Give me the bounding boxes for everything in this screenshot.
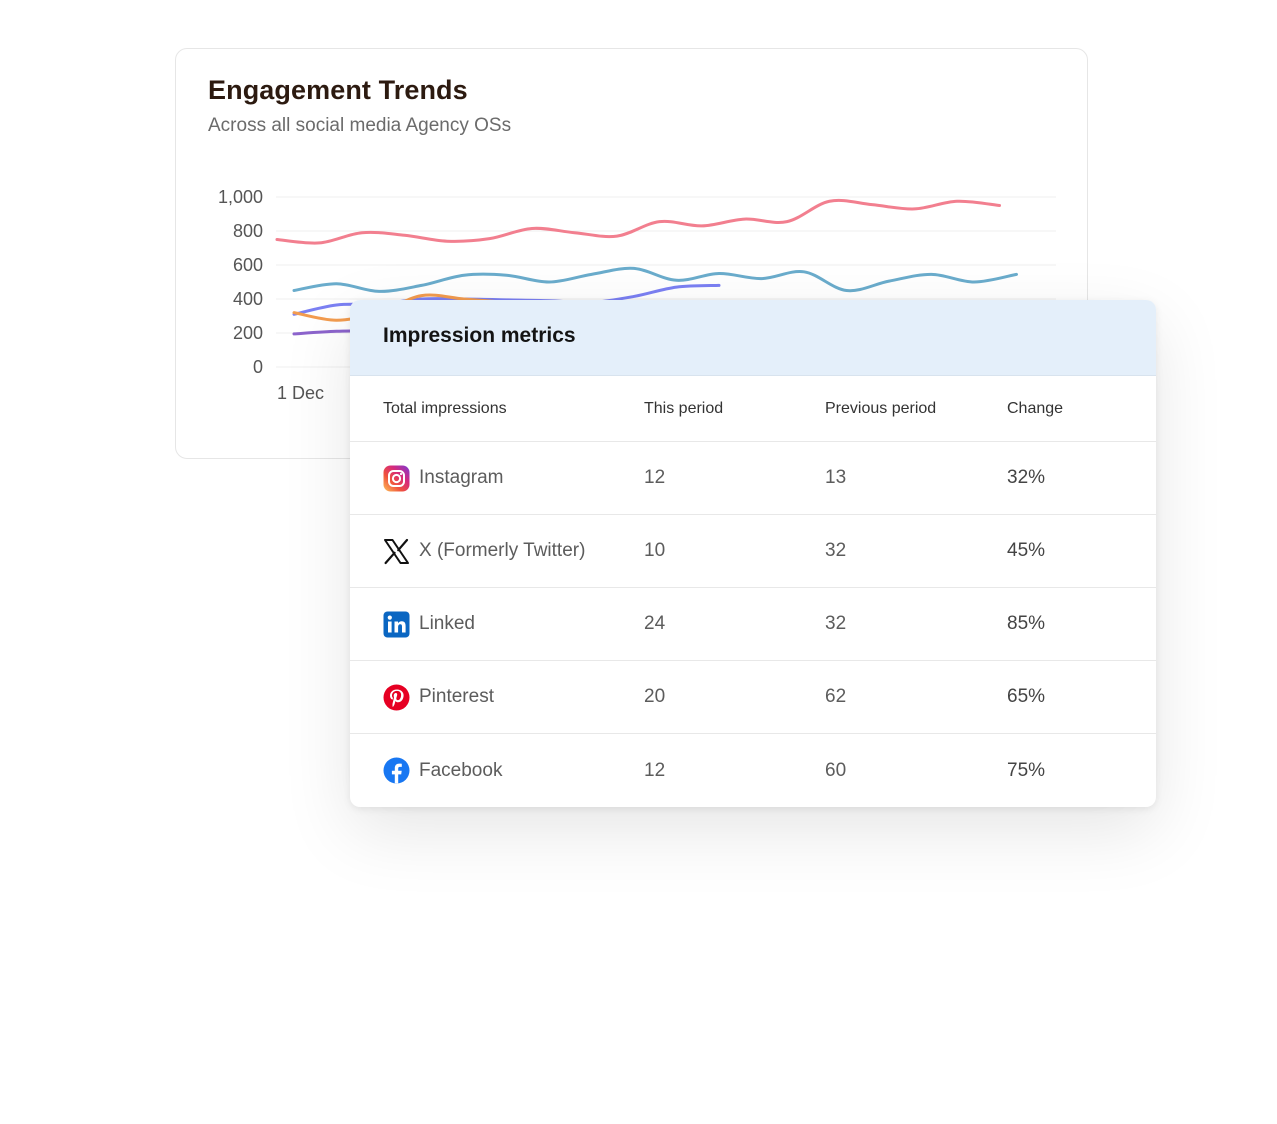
column-header-row: Total impressions This period Previous p…	[350, 376, 1156, 442]
y-tick-label: 800	[233, 221, 263, 241]
platform-cell: Linked	[383, 588, 475, 660]
this-period-value: 12	[644, 759, 666, 781]
platform-name: X (Formerly Twitter)	[419, 540, 586, 561]
platform-cell: Facebook	[383, 734, 502, 807]
platform-cell: Instagram	[383, 442, 503, 514]
previous-period-value: 32	[825, 540, 847, 561]
chart-title: Engagement Trends	[208, 75, 468, 105]
this-period-value: 12	[644, 467, 666, 488]
platform-name: Pinterest	[419, 686, 494, 707]
platform-name: Instagram	[419, 467, 504, 488]
y-tick-label: 400	[233, 289, 263, 309]
change-value: 65%	[1007, 686, 1046, 707]
table-title: Impression metrics	[383, 324, 576, 347]
column-header-total-impressions: Total impressions	[383, 399, 507, 417]
series-line	[292, 266, 1018, 293]
change-value: 32%	[1007, 467, 1046, 488]
change-value: 85%	[1007, 613, 1046, 634]
y-tick-label: 1,000	[218, 187, 263, 207]
change-value: 75%	[1007, 759, 1046, 781]
table-header: Impression metrics	[350, 300, 1156, 376]
column-header-change: Change	[1007, 399, 1064, 417]
y-tick-label: 600	[233, 255, 263, 275]
column-header-this-period: This period	[644, 399, 724, 417]
table-row[interactable]: Pinterest 20 62 65%	[350, 661, 1156, 734]
this-period-value: 20	[644, 686, 666, 707]
x-tick-label: 1 Dec	[277, 383, 324, 403]
previous-period-value: 62	[825, 686, 847, 707]
table-row[interactable]: Instagram 12 13 32%	[350, 442, 1156, 515]
y-tick-label: 0	[253, 357, 263, 377]
instagram-icon	[383, 465, 410, 491]
pinterest-icon	[383, 684, 410, 710]
table-row[interactable]: Facebook 12 60 75%	[350, 734, 1156, 807]
previous-period-value: 60	[825, 759, 847, 781]
linkedin-icon	[383, 611, 410, 637]
this-period-value: 24	[644, 613, 666, 634]
y-tick-label: 200	[233, 323, 263, 343]
table-row[interactable]: X (Formerly Twitter) 10 32 45%	[350, 515, 1156, 588]
platform-name: Facebook	[419, 759, 503, 781]
x-twitter-icon	[384, 538, 409, 564]
previous-period-value: 13	[825, 467, 847, 488]
change-value: 45%	[1007, 540, 1046, 561]
chart-subtitle: Across all social media Agency OSs	[208, 115, 512, 136]
table-row[interactable]: Linked 24 32 85%	[350, 588, 1156, 661]
platform-cell: Pinterest	[383, 661, 494, 733]
platform-name: Linked	[419, 613, 475, 634]
this-period-value: 10	[644, 540, 666, 561]
previous-period-value: 32	[825, 613, 847, 634]
platform-cell: X (Formerly Twitter)	[383, 515, 585, 587]
series-line	[275, 198, 1001, 245]
column-header-previous-period: Previous period	[825, 399, 937, 417]
facebook-icon	[383, 757, 410, 784]
impression-metrics-card: Impression metrics Total impressions Thi…	[350, 300, 1156, 807]
